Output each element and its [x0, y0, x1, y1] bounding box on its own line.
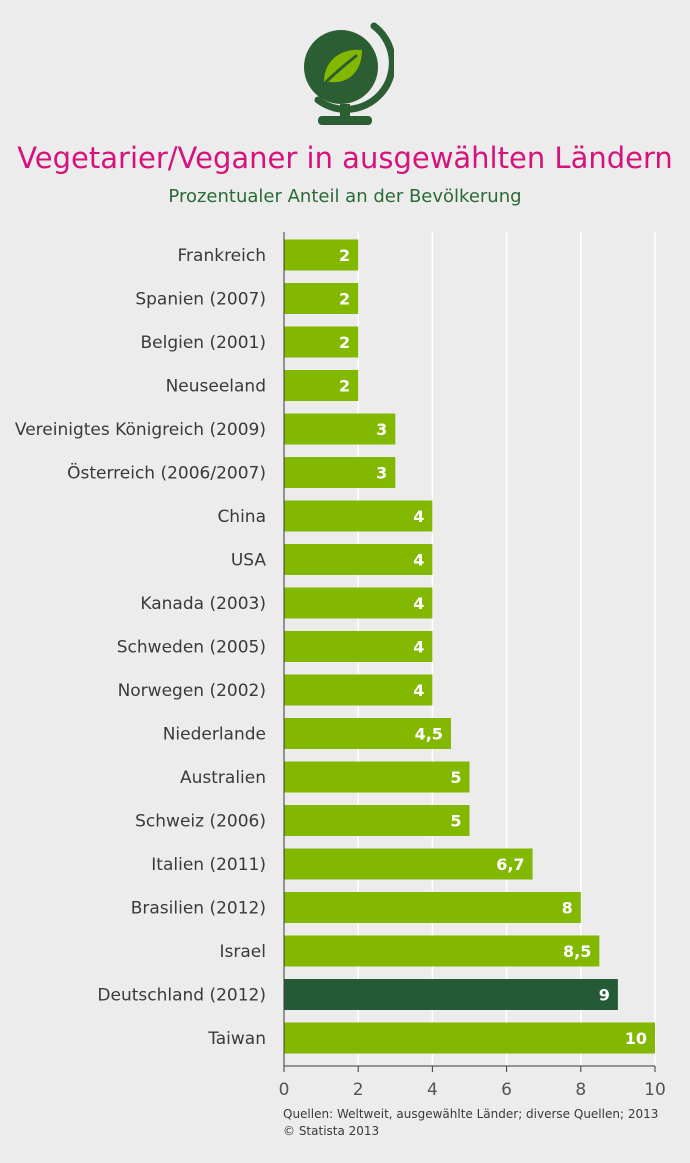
category-label: Deutschland (2012) [97, 986, 266, 1006]
bar [284, 413, 396, 445]
category-label: Österreich (2006/2007) [67, 462, 266, 484]
bar [284, 457, 396, 488]
chart-title: Vegetarier/Veganer in ausgewählten Lände… [17, 141, 673, 175]
category-label: Vereinigtes Königreich (2009) [15, 420, 266, 440]
category-label: Frankreich [178, 246, 267, 266]
bar [284, 761, 470, 793]
bar [284, 718, 451, 749]
bar [284, 1022, 655, 1054]
value-label: 4 [413, 551, 424, 570]
x-tick-label: 0 [279, 1080, 290, 1100]
value-label: 4,5 [415, 725, 443, 744]
value-label: 4 [413, 638, 424, 657]
category-label: China [217, 507, 266, 527]
bar [284, 805, 470, 836]
x-tick-label: 2 [353, 1080, 364, 1100]
x-tick-label: 10 [644, 1080, 666, 1100]
category-label: Spanien (2007) [135, 290, 266, 310]
bar [284, 979, 618, 1010]
category-label: Schweden (2005) [117, 638, 266, 658]
value-label: 3 [376, 420, 387, 439]
bar [284, 674, 433, 706]
bar [284, 500, 433, 532]
bar [284, 326, 359, 358]
source-note: Quellen: Weltweit, ausgewählte Länder; d… [283, 1106, 658, 1140]
value-label: 3 [376, 464, 387, 483]
value-label: 4 [413, 681, 424, 700]
category-label: Israel [220, 942, 266, 962]
x-tick-label: 6 [501, 1080, 512, 1100]
category-label: Taiwan [207, 1029, 266, 1049]
bar [284, 892, 581, 923]
bar [284, 370, 359, 401]
value-label: 2 [339, 290, 350, 309]
x-tick-label: 8 [575, 1080, 586, 1100]
category-label: Belgien (2001) [140, 333, 266, 353]
x-tick-label: 4 [427, 1080, 438, 1100]
bar [284, 935, 600, 967]
chart-subtitle: Prozentualer Anteil an der Bevölkerung [168, 186, 522, 207]
category-label: Italien (2011) [151, 855, 266, 875]
value-label: 10 [625, 1029, 647, 1048]
value-label: 4 [413, 507, 424, 526]
value-label: 5 [450, 812, 461, 831]
bar [284, 544, 433, 575]
category-label: Schweiz (2006) [135, 812, 266, 832]
source-text: Quellen: Weltweit, ausgewählte Länder; d… [283, 1107, 659, 1121]
category-label: Brasilien (2012) [131, 899, 266, 919]
category-label: Norwegen (2002) [118, 681, 266, 701]
value-label: 2 [339, 333, 350, 352]
category-label: USA [231, 551, 267, 571]
value-label: 4 [413, 594, 424, 613]
category-label: Neuseeland [166, 377, 266, 397]
bar [284, 239, 359, 271]
bar [284, 283, 359, 314]
value-label: 2 [339, 377, 350, 396]
bar [284, 848, 533, 880]
bar [284, 631, 433, 662]
value-label: 5 [450, 768, 461, 787]
category-label: Australien [180, 768, 266, 788]
value-label: 8 [562, 899, 573, 918]
copyright-text: © Statista 2013 [283, 1124, 380, 1138]
globe-leaf-icon [304, 22, 394, 125]
category-label: Niederlande [163, 725, 266, 745]
value-label: 6,7 [496, 855, 524, 874]
value-label: 8,5 [563, 942, 591, 961]
bar [284, 587, 433, 619]
category-label: Kanada (2003) [140, 594, 266, 614]
value-label: 9 [599, 986, 610, 1005]
value-label: 2 [339, 246, 350, 265]
